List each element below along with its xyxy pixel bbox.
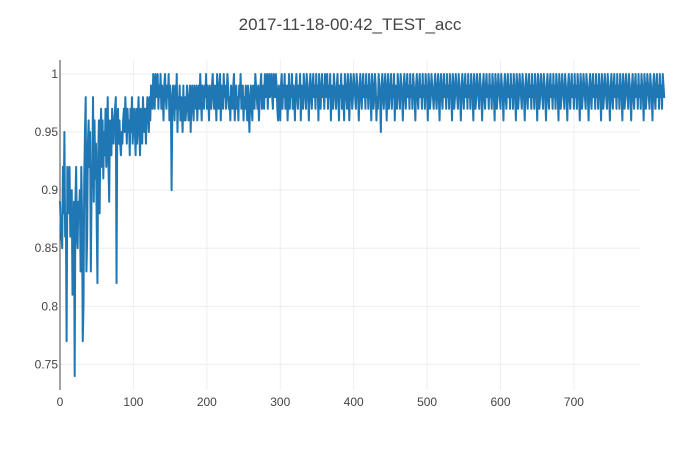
y-tick-label: 1 (51, 67, 58, 81)
y-tick-label: 0.9 (41, 183, 58, 197)
tick-labels: 0 100 200 300 400 500 600 700 0.75 0.8 0.85 0.9 0.95… (35, 67, 585, 409)
series-line[interactable] (59, 72, 666, 378)
x-tick-label: 100 (123, 395, 143, 409)
y-tick-label: 0.8 (41, 299, 58, 313)
x-tick-label: 400 (344, 395, 364, 409)
x-tick-label: 500 (417, 395, 437, 409)
x-tick-label: 200 (197, 395, 217, 409)
x-tick-label: 600 (490, 395, 510, 409)
series-layer (59, 72, 666, 378)
x-tick-label: 700 (564, 395, 584, 409)
chart-title: 2017-11-18-00:42_TEST_acc (239, 15, 462, 34)
y-tick-label: 0.85 (35, 241, 59, 255)
y-tick-label: 0.95 (35, 125, 59, 139)
y-tick-label: 0.75 (35, 357, 59, 371)
x-tick-label: 300 (270, 395, 290, 409)
x-tick-label: 0 (57, 395, 64, 409)
